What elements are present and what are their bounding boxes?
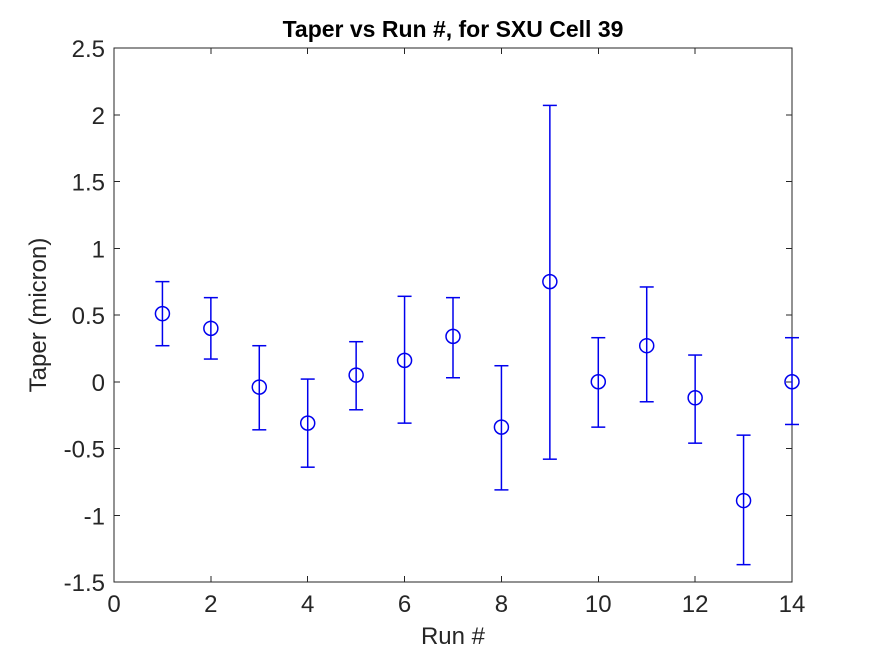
data-point-marker: [542, 273, 558, 290]
error-bar-point: [251, 344, 268, 431]
error-bar-point: [154, 280, 171, 347]
error-bar-point: [638, 286, 655, 403]
data-point-marker: [445, 328, 461, 345]
error-bar-point: [493, 364, 510, 491]
y-tick-label: 2: [92, 103, 105, 130]
error-bar-point: [396, 295, 413, 424]
x-tick-label: 12: [682, 591, 709, 618]
y-tick-label: 2.5: [72, 36, 105, 63]
x-tick-label: 0: [107, 591, 120, 618]
data-point-marker: [735, 492, 752, 509]
x-tick-label: 6: [398, 591, 411, 618]
data-point-marker: [396, 352, 413, 369]
x-axis-label: Run #: [421, 623, 486, 650]
data-point-marker: [348, 367, 364, 383]
error-bar-point: [687, 354, 703, 444]
y-tick-label: 1: [92, 236, 105, 263]
data-point-marker: [154, 305, 171, 322]
error-bar-point: [542, 104, 558, 460]
error-bar-point: [590, 336, 607, 428]
y-axis-label: Taper (micron): [25, 238, 52, 393]
data-point-marker: [590, 374, 607, 390]
y-tick-label: 0: [92, 370, 105, 397]
data-point-marker: [299, 415, 316, 431]
error-bar-point: [445, 296, 461, 379]
error-bar-point: [203, 296, 219, 360]
y-tick-label: -1: [84, 503, 105, 530]
data-point-marker: [203, 320, 219, 337]
x-tick-label: 8: [495, 591, 508, 618]
error-bar-series: [154, 104, 800, 566]
y-tick-label: 1.5: [72, 170, 105, 197]
error-bar-point: [348, 340, 364, 411]
x-tick-label: 4: [301, 591, 314, 618]
error-bar-point: [784, 336, 800, 426]
error-bar-point: [299, 378, 316, 468]
data-point-marker: [493, 419, 510, 435]
x-tick-label: 14: [779, 591, 806, 618]
error-bar-point: [735, 434, 752, 566]
data-point-marker: [251, 379, 268, 395]
data-point-marker: [784, 374, 800, 390]
data-point-marker: [687, 390, 703, 406]
x-tick-label: 2: [204, 591, 217, 618]
chart-title: Taper vs Run #, for SXU Cell 39: [283, 16, 624, 42]
x-tick-label: 10: [585, 591, 612, 618]
y-tick-label: 0.5: [72, 303, 105, 330]
y-tick-label: -0.5: [64, 437, 105, 464]
y-tick-label: -1.5: [64, 570, 105, 597]
axes-layer: 0 2 4 6 8 10 12 14 -1.5 -1 -0.5 0 0.5 1 1.5 2 2.5: [64, 36, 806, 618]
data-point-marker: [638, 337, 655, 354]
